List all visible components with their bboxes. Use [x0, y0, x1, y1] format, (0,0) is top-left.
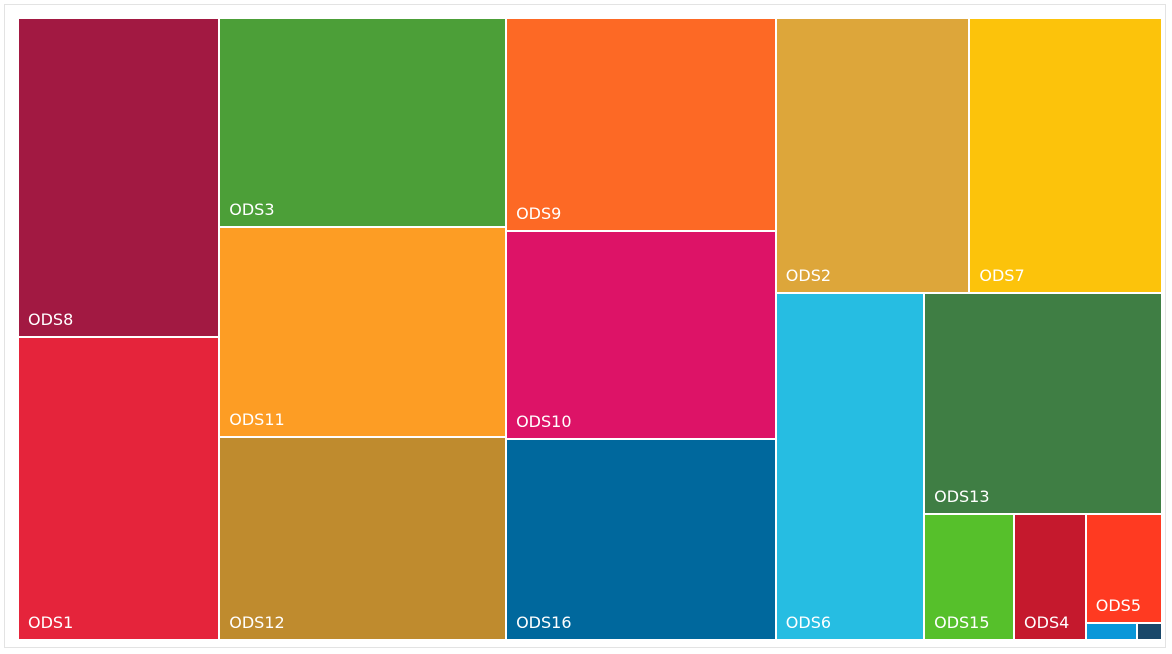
- tile-label: ODS5: [1095, 595, 1142, 615]
- tile: ODS9: [506, 18, 776, 231]
- tile: ODS1: [18, 337, 220, 640]
- tile-label: ODS9: [516, 204, 562, 223]
- tile: ODS2: [775, 18, 970, 293]
- tile-label: ODS8: [28, 310, 74, 329]
- tile: ODS6: [775, 292, 925, 640]
- tile-label: ODS7: [979, 265, 1025, 285]
- tile: ODS16: [506, 439, 776, 640]
- tile: ODS13: [924, 292, 1162, 514]
- tile: ODS8: [18, 18, 220, 337]
- tile-label: ODS6: [785, 612, 832, 632]
- tile: ODS15: [924, 513, 1015, 640]
- tile-label: ODS10: [516, 412, 572, 431]
- tile-label: ODS11: [229, 410, 285, 429]
- tile: [1085, 622, 1137, 640]
- tile-label: ODS15: [934, 612, 990, 632]
- tile: ODS5: [1085, 513, 1162, 623]
- tile-label: ODS2: [785, 265, 832, 285]
- tile-label: ODS1: [28, 613, 74, 632]
- chart-frame: [4, 4, 1166, 648]
- tile-label: ODS16: [516, 613, 572, 632]
- tile: ODS4: [1014, 513, 1086, 640]
- tile: ODS3: [219, 18, 507, 227]
- treemap: ODS8 ODS1 ODS3 ODS11 ODS12 ODS9 ODS10 ODS16 ODS2…: [18, 18, 1162, 640]
- tile-label: ODS12: [229, 613, 285, 632]
- tile-label: ODS3: [229, 200, 275, 219]
- tile: ODS7: [969, 18, 1162, 293]
- tile-label: ODS13: [934, 486, 990, 506]
- tile: [1136, 622, 1162, 640]
- tile: ODS10: [506, 231, 776, 439]
- tile: ODS11: [219, 227, 507, 437]
- tile-label: ODS4: [1024, 612, 1070, 632]
- tile: ODS12: [219, 437, 507, 640]
